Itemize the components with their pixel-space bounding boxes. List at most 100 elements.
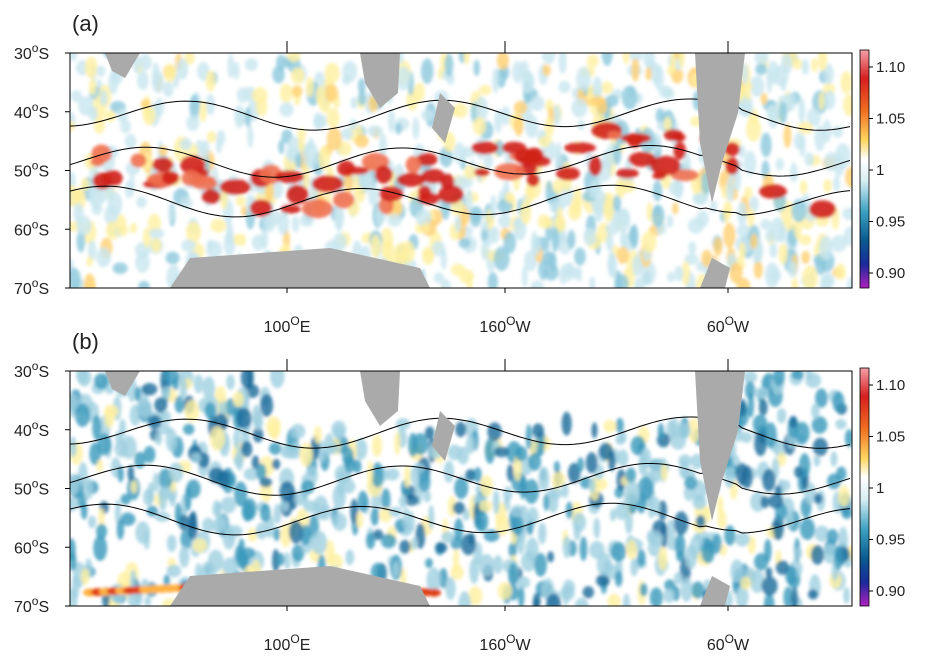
patch xyxy=(479,84,492,96)
patch xyxy=(760,219,772,230)
patch xyxy=(658,500,667,521)
patch xyxy=(114,430,124,445)
patch xyxy=(222,557,239,578)
front-patch xyxy=(724,142,740,157)
patch xyxy=(206,239,215,251)
patch xyxy=(752,414,768,434)
patch xyxy=(810,545,825,565)
lat-sup: o xyxy=(32,41,39,55)
front-patch xyxy=(417,192,441,205)
patch xyxy=(75,371,89,385)
patch xyxy=(163,63,176,83)
patch xyxy=(604,94,619,107)
patch xyxy=(134,386,141,402)
patch xyxy=(844,429,852,448)
patch xyxy=(762,468,776,492)
patch xyxy=(431,240,446,257)
patch xyxy=(114,499,121,525)
patch xyxy=(663,588,675,603)
patch xyxy=(156,424,172,435)
lon-deg: 100 xyxy=(264,637,291,654)
patch xyxy=(247,371,254,390)
patch xyxy=(663,116,672,133)
patch xyxy=(78,462,88,487)
patch xyxy=(591,422,598,439)
patch xyxy=(288,520,303,544)
patch xyxy=(76,230,86,253)
lon-sup: O xyxy=(506,314,515,328)
patch xyxy=(302,163,310,190)
patch xyxy=(530,280,545,288)
patch xyxy=(350,96,358,109)
patch xyxy=(524,114,539,139)
patch xyxy=(503,231,517,254)
patch xyxy=(545,180,553,204)
patch xyxy=(625,467,637,484)
patch xyxy=(493,446,510,458)
patch xyxy=(324,83,339,103)
lat-sup: o xyxy=(32,594,39,608)
patch xyxy=(544,117,555,138)
patch xyxy=(643,53,656,70)
patch xyxy=(371,462,384,488)
patch xyxy=(444,53,454,77)
patch xyxy=(96,523,108,540)
patch xyxy=(135,251,150,273)
patch xyxy=(843,226,852,246)
patch xyxy=(494,109,503,134)
patch xyxy=(793,216,802,240)
patch xyxy=(537,522,547,545)
patch xyxy=(798,97,806,124)
patch xyxy=(658,85,672,99)
patch xyxy=(492,67,499,94)
patch xyxy=(567,229,576,249)
patch xyxy=(263,214,276,233)
patch xyxy=(455,421,467,438)
patch xyxy=(596,98,608,115)
patch xyxy=(236,407,252,429)
patch xyxy=(88,106,98,122)
patch xyxy=(273,527,281,542)
patch xyxy=(210,218,227,233)
patch xyxy=(184,485,192,512)
patch xyxy=(696,261,705,272)
patch xyxy=(736,462,748,486)
patch xyxy=(75,403,91,428)
patch xyxy=(802,265,818,288)
patch xyxy=(458,591,471,606)
patch xyxy=(799,180,808,195)
patch xyxy=(247,527,258,542)
patch xyxy=(744,186,753,200)
patch xyxy=(822,119,832,143)
patch xyxy=(636,549,646,567)
patch xyxy=(614,270,623,288)
patch xyxy=(394,431,401,456)
patch xyxy=(777,452,787,467)
patch xyxy=(843,586,851,605)
patch xyxy=(458,238,471,249)
patch xyxy=(778,243,788,265)
patch xyxy=(251,234,265,251)
patch xyxy=(737,201,747,226)
patch xyxy=(454,477,469,500)
lat-sup: o xyxy=(32,535,39,549)
patch xyxy=(136,196,147,208)
patch xyxy=(547,551,555,563)
patch xyxy=(676,422,691,439)
patch xyxy=(233,233,241,245)
patch xyxy=(371,434,383,457)
patch xyxy=(768,494,784,509)
patch xyxy=(408,432,418,457)
patch xyxy=(280,444,294,459)
patch xyxy=(160,410,171,425)
patch xyxy=(388,506,403,518)
lon-hem: E xyxy=(300,319,311,336)
land xyxy=(695,53,745,203)
patch xyxy=(513,455,523,481)
patch xyxy=(273,503,282,524)
patch xyxy=(438,567,448,589)
patch xyxy=(526,507,539,526)
patch xyxy=(660,463,668,481)
patch xyxy=(804,152,814,167)
patch xyxy=(833,175,841,192)
